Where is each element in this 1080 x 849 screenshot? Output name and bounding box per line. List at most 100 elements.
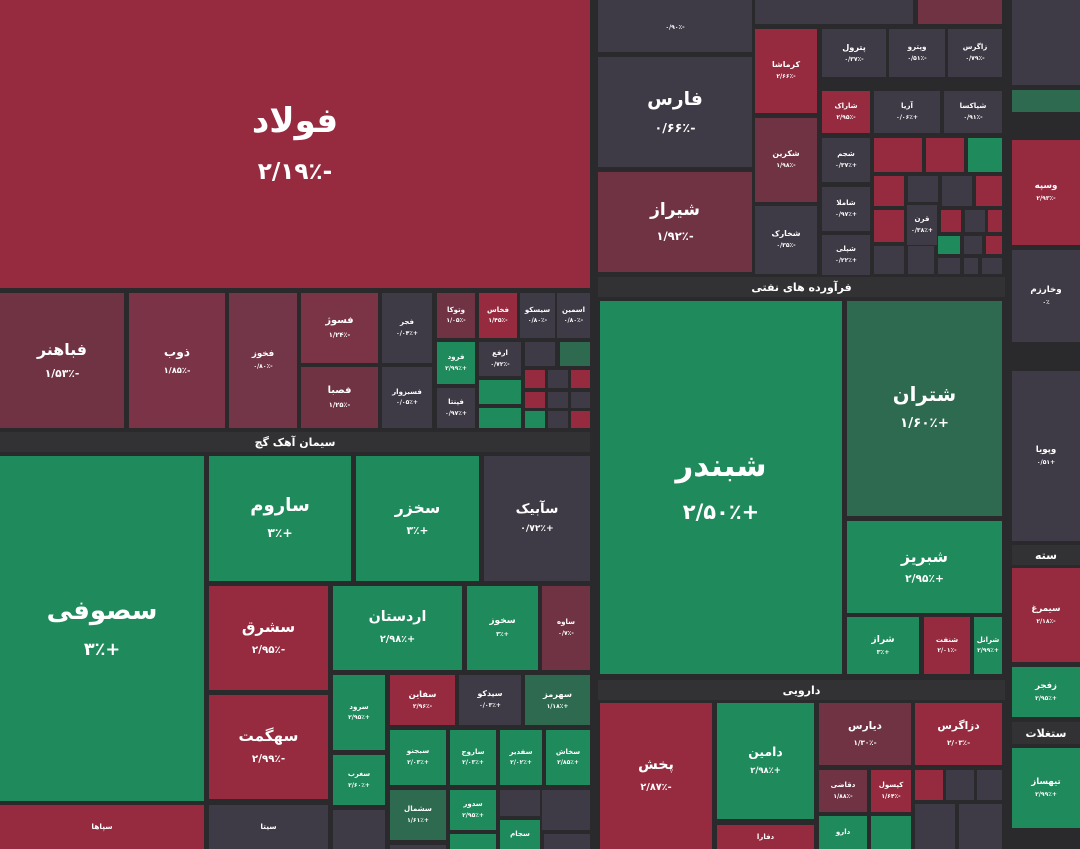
tile (938, 258, 960, 274)
stock-symbol: دارو (835, 828, 851, 837)
change-percent: +۲/۹۸٪ (379, 633, 416, 645)
stock-tile: -۰/۹۰٪ (598, 0, 752, 52)
change-percent: -۲/۰۱٪ (937, 647, 957, 655)
change-percent: -۲/۹۹٪ (251, 753, 286, 766)
stock-tile: فارس -۰/۶۶٪ (598, 57, 752, 167)
change-percent: +۰/۰۶٪ (896, 113, 918, 121)
stock-tile: شاراک -۲/۹۵٪ (822, 91, 870, 133)
change-percent: +۲/۰۳٪ (407, 759, 429, 767)
stock-tile: فجر +۰/۰۴٪ (382, 293, 432, 363)
tile (548, 392, 568, 408)
stock-tile: دزاگرس -۲/۰۳٪ (915, 703, 1002, 765)
stock-symbol: اردستان (368, 609, 427, 626)
change-percent: -۰/۸۰٪ (563, 317, 584, 325)
change-percent: +۳٪ (267, 525, 293, 540)
stock-tile: وپویا +۰/۵۱ (1012, 371, 1080, 541)
sector-label: دارویی (598, 680, 1005, 700)
change-percent: -۲/۹۵٪ (836, 113, 856, 121)
change-percent: +۳٪ (406, 523, 429, 537)
tile (964, 258, 978, 274)
stock-tile: سخزر +۳٪ (356, 456, 479, 581)
stock-tile: شپلی +۰/۲۲٪ (822, 235, 870, 275)
stock-tile: فخوز -۰/۸۰٪ (229, 293, 297, 428)
change-percent: +۰/۰۳٪ (479, 702, 501, 710)
tile (874, 210, 904, 242)
change-percent: -۲/۹۳٪ (1036, 195, 1056, 203)
change-percent: -۱/۸۵٪ (163, 364, 191, 375)
stock-symbol: وپویا (1035, 444, 1057, 455)
stock-symbol: کرماشا (771, 60, 801, 70)
stock-symbol: سغرب (347, 770, 371, 779)
change-percent: -۰/۳۷٪ (844, 55, 864, 63)
tile (874, 138, 922, 172)
stock-tile: شراز +۳٪ (847, 617, 919, 674)
stock-symbol: وسپه (1034, 181, 1058, 192)
stock-symbol: سفدیر (509, 747, 533, 756)
change-percent: +۳٪ (876, 648, 890, 656)
stock-tile: شنفت -۲/۰۱٪ (924, 617, 970, 674)
change-percent: -۲/۱۹٪ (257, 158, 333, 185)
stock-tile: وخارزم ۰٪ (1012, 250, 1080, 342)
stock-tile: سهگمت -۲/۹۹٪ (209, 695, 328, 799)
stock-tile: سهرمز +۱/۱۸٪ (525, 675, 590, 725)
tile (908, 176, 938, 202)
change-percent: +۲/۹۸٪ (750, 765, 781, 776)
change-percent: +۰/۰۴٪ (396, 329, 418, 337)
change-percent: -۱/۸۸٪ (833, 792, 853, 800)
change-percent: -۱/۳۰٪ (853, 737, 877, 747)
tile (542, 790, 590, 830)
stock-tile: ساوه -۰/۷٪ (542, 586, 590, 670)
tile (560, 342, 590, 366)
change-percent: +۲/۹۹٪ (1035, 790, 1057, 798)
stock-tile: شپاکسا -۰/۹۱٪ (944, 91, 1002, 133)
change-percent: +۲/۹۵٪ (905, 572, 944, 586)
tile (548, 370, 568, 388)
stock-symbol: سصوفی (46, 595, 158, 626)
stock-tile: فسوژ -۱/۲۴٪ (301, 293, 378, 363)
stock-tile: اردستان +۲/۹۸٪ (333, 586, 462, 670)
stock-symbol: سرود (349, 702, 369, 711)
stock-symbol: شرانل (976, 635, 1000, 644)
change-percent: -۱/۵۳٪ (44, 367, 80, 381)
tile (548, 411, 568, 428)
stock-symbol: شتران (892, 382, 957, 406)
stock-tile: دفارا (717, 825, 814, 849)
tile (986, 236, 1002, 254)
stock-symbol: سخوز (489, 616, 516, 627)
stock-symbol: آریا (901, 100, 913, 110)
stock-symbol: شکرین (772, 149, 800, 159)
stock-tile: آریا +۰/۰۶٪ (874, 91, 940, 133)
tile (544, 834, 590, 849)
stock-symbol: شراز (871, 633, 895, 645)
stock-symbol: سپاها (91, 822, 113, 832)
change-percent: -۰/۳۵٪ (776, 242, 796, 250)
stock-symbol: شاراک (834, 102, 858, 111)
stock-tile: فسبزوار +۰/۰۵٪ (382, 367, 432, 428)
stock-tile: فرود +۲/۹۹٪ (437, 342, 475, 384)
stock-symbol: سخاش (555, 747, 581, 756)
tile (964, 236, 982, 254)
stock-symbol: زاگرس (962, 43, 988, 52)
tile (525, 342, 555, 366)
tile (500, 790, 540, 816)
stock-symbol: فپنتا (448, 398, 464, 407)
change-percent: -۰/۷٪ (558, 629, 574, 637)
stock-tile: کرماشا -۲/۶۶٪ (755, 29, 817, 113)
sector-label: سیمان آهک گچ (0, 432, 590, 452)
change-percent: +۲/۹۹٪ (445, 364, 467, 372)
stock-symbol: دیارس (848, 720, 882, 733)
stock-tile: شبریز +۲/۹۵٪ (847, 521, 1002, 613)
stock-tile: سشمال +۱/۶۱٪ (390, 790, 446, 840)
tile (942, 176, 972, 206)
stock-tile: سجام (500, 820, 540, 849)
tile (755, 0, 913, 24)
tile (926, 138, 964, 172)
change-percent: +۱/۱۸٪ (546, 702, 569, 710)
stock-symbol: سیمرغ (1031, 603, 1061, 614)
stock-tile: سخوز +۳٪ (467, 586, 538, 670)
change-percent: +۳٪ (496, 631, 509, 639)
stock-symbol: کپسول (878, 781, 904, 790)
stock-symbol: سفاین (408, 688, 437, 699)
stock-symbol: فسوژ (325, 315, 354, 327)
tile (874, 176, 904, 206)
